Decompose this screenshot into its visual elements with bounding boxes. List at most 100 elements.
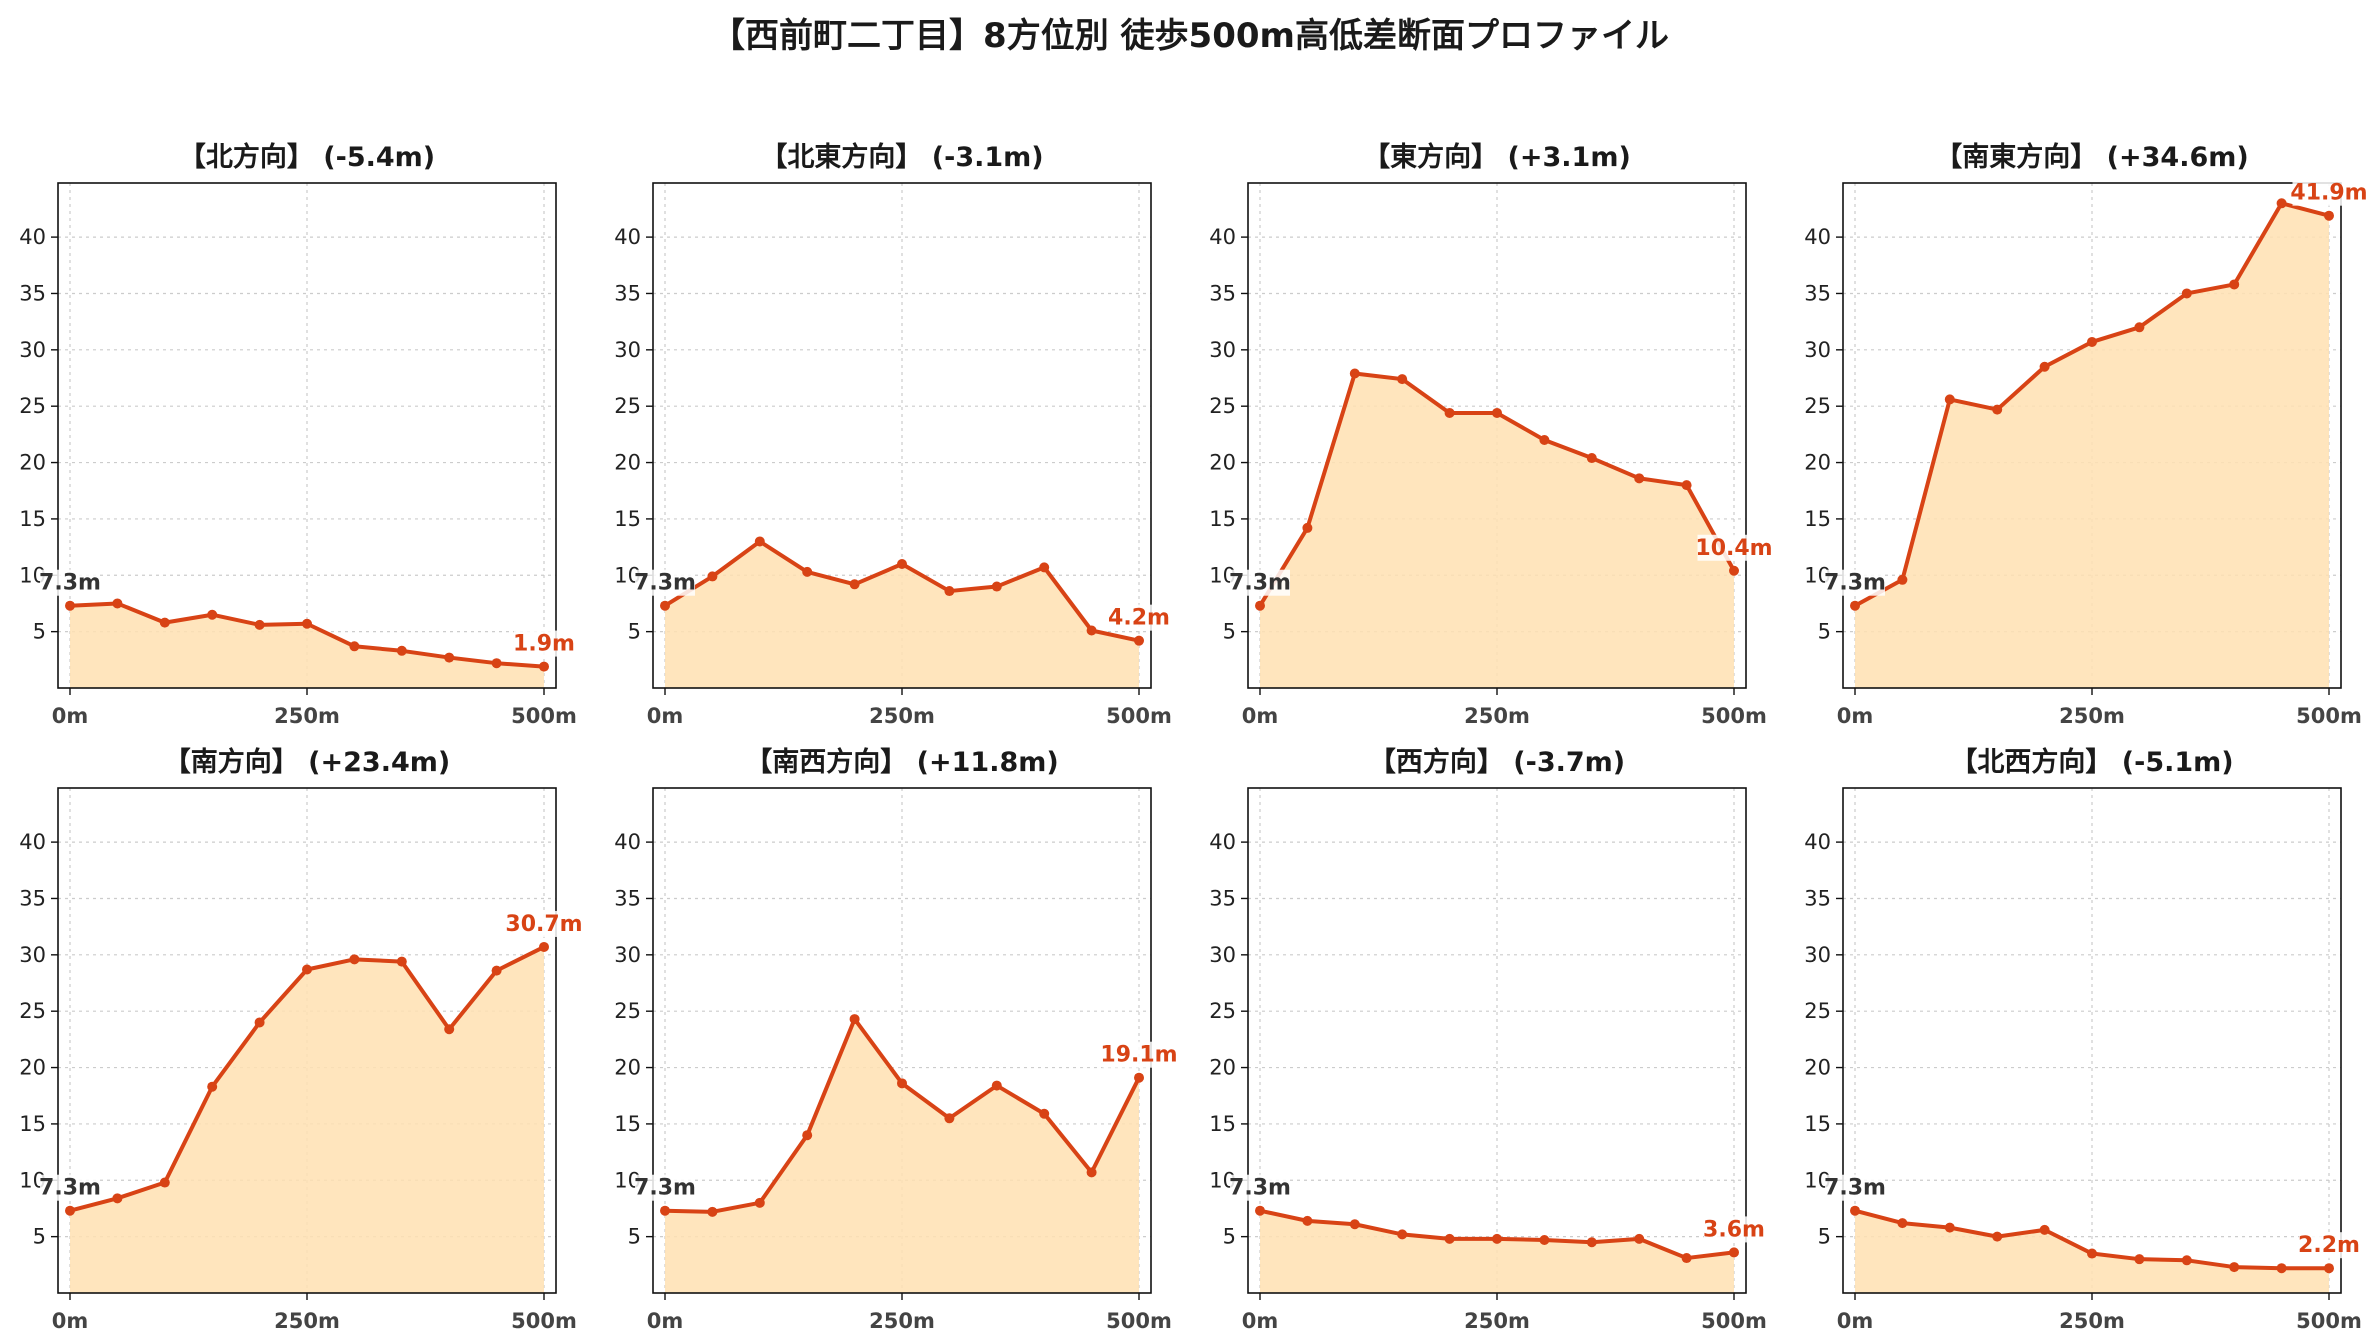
data-point	[944, 586, 955, 597]
data-point	[991, 581, 1002, 592]
y-tick-label: 15	[1209, 507, 1236, 531]
data-point	[1539, 1235, 1550, 1246]
start-value-label: 7.3m	[634, 1176, 696, 1201]
x-tick-label: 250m	[869, 1309, 935, 1333]
data-point	[302, 618, 312, 629]
y-tick-label: 30	[1209, 338, 1236, 362]
data-point	[539, 661, 549, 672]
x-tick-label: 500m	[1701, 704, 1767, 728]
data-point	[2087, 1248, 2097, 1259]
end-label-box	[1704, 1216, 1764, 1243]
data-point	[254, 619, 265, 630]
data-point	[207, 1081, 218, 1092]
end-value-label: 10.4m	[1695, 536, 1772, 561]
data-point	[1729, 1247, 1739, 1258]
data-point	[754, 536, 765, 547]
y-tick-label: 35	[19, 281, 46, 305]
main-title: 【西前町二丁目】8方位別 徒歩500m高低差断面プロファイル	[711, 16, 1669, 56]
y-tick-label: 40	[614, 830, 641, 854]
data-point	[1586, 1237, 1597, 1248]
y-tick-label: 30	[19, 338, 46, 362]
data-point	[349, 641, 360, 652]
x-tick-label: 0m	[52, 1309, 89, 1333]
x-tick-label: 250m	[869, 704, 935, 728]
y-tick-label: 5	[628, 1225, 641, 1249]
y-tick-label: 25	[614, 394, 641, 418]
data-point	[1992, 404, 2003, 415]
y-tick-label: 40	[19, 830, 46, 854]
end-value-label: 41.9m	[2290, 181, 2367, 206]
x-tick-label: 500m	[511, 704, 577, 728]
data-point	[1086, 1167, 1097, 1178]
panel-title: 【北方向】 (-5.4m)	[179, 141, 435, 173]
start-value-label: 7.3m	[1824, 571, 1886, 596]
data-point	[1444, 407, 1455, 418]
data-point	[754, 1197, 765, 1208]
data-point	[2134, 1254, 2145, 1265]
data-point	[1086, 625, 1097, 636]
data-point	[897, 1078, 907, 1089]
x-tick-label: 250m	[2059, 1309, 2125, 1333]
data-point	[1634, 1233, 1645, 1244]
data-point	[707, 571, 718, 582]
y-tick-label: 25	[1804, 999, 1831, 1023]
y-tick-label: 40	[1804, 830, 1831, 854]
y-tick-label: 35	[1804, 886, 1831, 910]
y-tick-label: 25	[1209, 394, 1236, 418]
y-tick-label: 15	[19, 1112, 46, 1136]
panel-title: 【西方向】 (-3.7m)	[1369, 746, 1625, 778]
y-tick-label: 15	[1804, 1112, 1831, 1136]
data-point	[491, 965, 502, 976]
start-label-box	[1230, 569, 1290, 596]
data-point	[849, 579, 860, 590]
x-tick-label: 0m	[647, 1309, 684, 1333]
data-point	[1397, 374, 1408, 385]
data-point	[491, 658, 502, 669]
x-tick-label: 250m	[274, 704, 340, 728]
start-label-box	[635, 1174, 695, 1201]
start-value-label: 7.3m	[39, 1176, 101, 1201]
y-tick-label: 20	[1209, 1056, 1236, 1080]
start-value-label: 7.3m	[1824, 1176, 1886, 1201]
data-point	[802, 566, 813, 577]
data-point	[2039, 361, 2050, 372]
data-point	[1255, 1205, 1265, 1216]
data-point	[1349, 368, 1360, 379]
data-point	[1944, 1222, 1955, 1233]
y-tick-label: 20	[614, 1056, 641, 1080]
y-tick-label: 5	[628, 620, 641, 644]
data-point	[1944, 394, 1955, 405]
y-tick-label: 25	[19, 394, 46, 418]
y-tick-label: 40	[1804, 225, 1831, 249]
data-point	[2134, 322, 2145, 333]
start-value-label: 7.3m	[39, 571, 101, 596]
data-point	[1492, 407, 1502, 418]
start-label-box	[1825, 1174, 1885, 1201]
y-tick-label: 5	[1223, 620, 1236, 644]
data-point	[2276, 1263, 2287, 1274]
data-point	[539, 941, 549, 952]
end-label-box	[1109, 604, 1169, 631]
y-tick-label: 40	[1209, 225, 1236, 249]
y-tick-label: 35	[1209, 281, 1236, 305]
y-tick-label: 5	[33, 620, 46, 644]
data-point	[1349, 1219, 1360, 1230]
data-point	[1492, 1233, 1502, 1244]
data-point	[1681, 1253, 1692, 1264]
data-point	[944, 1113, 955, 1124]
x-tick-label: 0m	[1242, 1309, 1279, 1333]
y-tick-label: 20	[19, 451, 46, 475]
data-point	[65, 1205, 75, 1216]
x-tick-label: 0m	[1837, 1309, 1874, 1333]
x-tick-label: 250m	[1464, 704, 1530, 728]
data-point	[660, 1205, 670, 1216]
panel-title: 【南方向】 (+23.4m)	[164, 746, 450, 778]
y-tick-label: 30	[19, 943, 46, 967]
y-tick-label: 40	[1209, 830, 1236, 854]
elevation-area	[1855, 203, 2329, 689]
